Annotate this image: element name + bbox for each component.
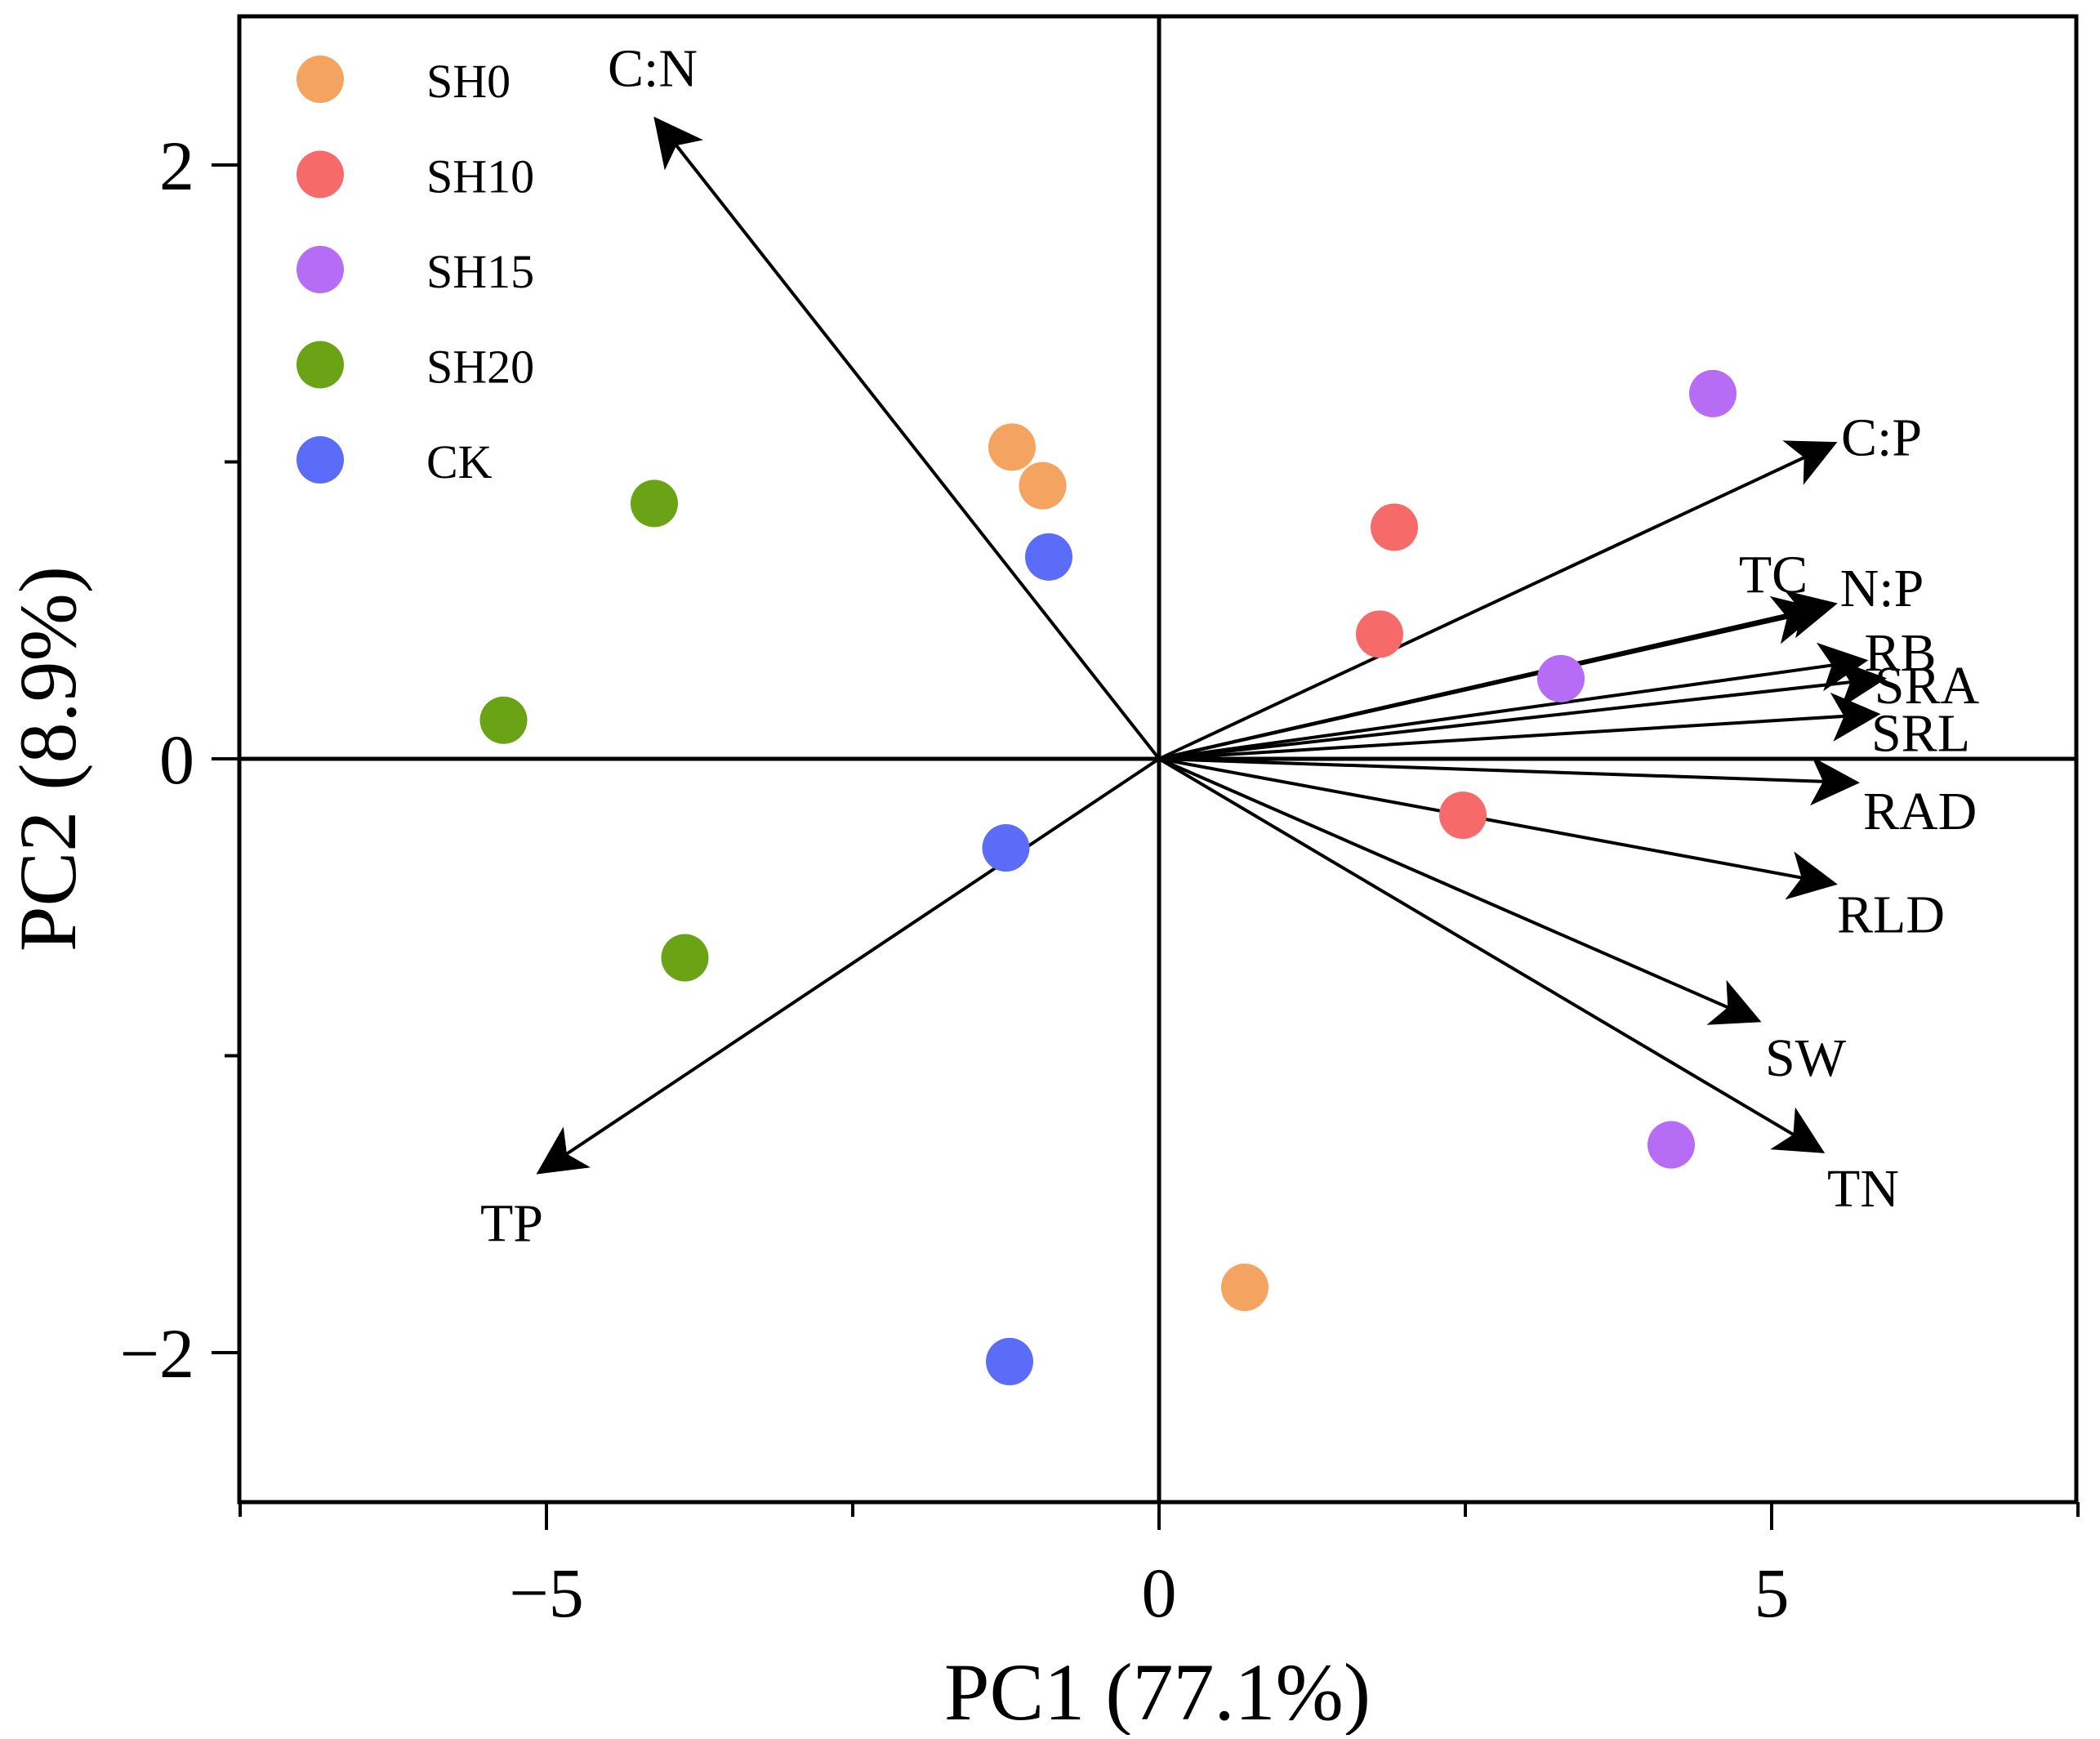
point-ck: [986, 1337, 1033, 1385]
legend-marker-sh15: [296, 246, 344, 293]
y-axis-label: PC2 (8.9%): [2, 566, 93, 952]
vector-arrow-tp: [536, 757, 1161, 1175]
point-sh20: [661, 934, 709, 982]
vector-arrow-sra: [1158, 658, 1887, 760]
point-sh10: [1439, 791, 1487, 840]
vector-arrow-rb: [1158, 642, 1869, 760]
vector-label-tp: TP: [480, 1193, 543, 1253]
y-tick-label: −2: [119, 1314, 194, 1393]
point-sh0: [988, 423, 1036, 471]
vector-arrow-rad: [1158, 756, 1860, 806]
point-sh15: [1537, 654, 1585, 702]
vector-label-c-n: C:N: [608, 38, 698, 98]
vector-label-n-p: N:P: [1840, 559, 1924, 618]
vector-label-sw: SW: [1765, 1028, 1847, 1088]
x-axis-tick-labels: −5 0 5: [509, 1554, 1789, 1632]
point-sh0: [1019, 462, 1067, 510]
point-ck: [1025, 533, 1072, 581]
legend-label-sh15: SH15: [426, 245, 534, 298]
legend-label-sh0: SH0: [426, 55, 511, 108]
point-sh20: [479, 696, 528, 744]
x-tick-label: −5: [509, 1554, 584, 1632]
vector-arrow-srl: [1158, 692, 1881, 760]
legend-marker-sh10: [296, 150, 344, 198]
vector-arrow-c-p: [1158, 440, 1838, 760]
sample-points: [479, 369, 1737, 1385]
vector-label-tn: TN: [1827, 1159, 1899, 1219]
point-sh10: [1371, 503, 1418, 551]
y-tick-label: 2: [159, 127, 194, 205]
point-sh0: [1221, 1264, 1268, 1312]
x-axis-label: PC1 (77.1%): [944, 1647, 1371, 1735]
legend-label-ck: CK: [426, 435, 493, 488]
legend-marker-ck: [296, 436, 344, 484]
legend-marker-sh0: [296, 56, 344, 103]
x-tick-label: 0: [1142, 1554, 1177, 1632]
vector-arrow-sw: [1158, 757, 1762, 1025]
legend-marker-sh20: [296, 341, 344, 389]
y-tick-label: 0: [159, 720, 194, 799]
point-sh15: [1689, 369, 1737, 417]
vector-arrow-n-p: [1158, 590, 1838, 760]
vector-label-tc: TC: [1739, 545, 1808, 604]
vector-label-c-p: C:P: [1841, 408, 1922, 468]
point-sh15: [1647, 1121, 1695, 1169]
legend: SH0 SH10 SH15 SH20 CK: [296, 55, 534, 488]
vector-label-sra: SRA: [1875, 656, 1980, 716]
vector-arrow-tn: [1157, 757, 1826, 1153]
vector-label-rad: RAD: [1863, 782, 1977, 841]
legend-label-sh10: SH10: [426, 150, 534, 203]
axis-minor-ticks: [225, 460, 2080, 1517]
vector-arrow-c-n: [653, 116, 1161, 760]
axis-major-ticks: [212, 163, 1773, 1530]
vector-arrow-rld: [1158, 757, 1838, 900]
vector-label-srl: SRL: [1871, 703, 1970, 763]
x-tick-label: 5: [1754, 1554, 1790, 1632]
point-sh20: [631, 479, 678, 528]
legend-label-sh20: SH20: [426, 341, 534, 394]
y-axis-tick-labels: 2 0 −2: [119, 127, 194, 1393]
point-sh10: [1356, 610, 1403, 658]
vector-label-rld: RLD: [1837, 885, 1945, 945]
point-ck: [982, 824, 1030, 872]
